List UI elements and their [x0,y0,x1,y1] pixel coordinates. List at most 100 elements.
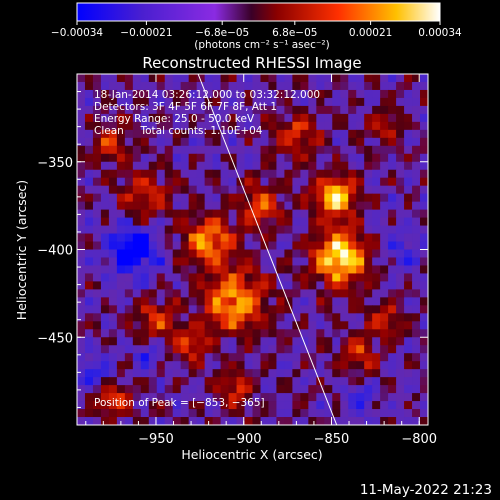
heatmap-cell [332,209,341,218]
heatmap-cell [332,97,341,107]
heatmap-cell [164,74,174,83]
heatmap-cell [388,121,397,131]
heatmap-cell [228,353,237,362]
heatmap-cell [77,273,86,282]
x-tick-label: −950 [138,432,174,447]
heatmap-cell [196,113,206,123]
heatmap-cell [300,305,309,314]
heatmap-cell [124,337,134,346]
heatmap-cell [284,225,293,234]
heatmap-cell [388,145,397,155]
heatmap-cell [260,257,269,266]
heatmap-cell [196,177,206,187]
heatmap-cell [396,297,405,306]
heatmap-cell [380,105,389,115]
heatmap-cell [260,305,269,314]
heatmap-cell [236,105,245,115]
y-axis-label: Heliocentric Y (arcsec) [14,180,29,320]
heatmap-cell [388,217,397,226]
heatmap-cell [132,145,142,155]
heatmap-cell [356,409,365,418]
heatmap-cell [332,161,341,171]
heatmap-cell [132,305,142,314]
heatmap-cell [204,393,214,402]
heatmap-cell [348,401,357,410]
heatmap-cell [340,81,349,91]
heatmap-cell [156,257,166,266]
heatmap-cell [164,225,174,234]
heatmap-cell [316,169,325,179]
heatmap-cell [396,289,405,298]
heatmap-cell [196,161,206,171]
heatmap-cell [252,193,261,203]
heatmap-cell [268,97,277,107]
heatmap-cell [396,113,405,123]
heatmap-cell [300,169,309,179]
heatmap-cell [300,113,309,123]
heatmap-cell [252,361,261,370]
heatmap-cell [212,313,221,322]
heatmap-cell [380,153,389,163]
heatmap-cell [388,377,397,386]
heatmap-cell [332,193,341,203]
heatmap-cell [284,281,293,290]
heatmap-cell [77,89,86,99]
heatmap-cell [132,369,142,378]
heatmap-cell [276,89,285,99]
heatmap-cell [124,241,134,250]
heatmap-cell [84,273,94,282]
heatmap-cell [364,201,373,211]
heatmap-cell [164,401,174,410]
heatmap-cell [308,257,317,266]
heatmap-cell [420,161,428,171]
heatmap-cell [116,257,126,266]
heatmap-cell [308,193,317,203]
heatmap-cell [300,233,309,242]
heatmap-cell [268,281,277,290]
heatmap-cell [84,417,94,425]
heatmap-cell [268,321,277,330]
heatmap-cell [132,273,142,282]
colorbar-ticks: −0.00034 −0.00021 −6.8e−05 6.8e−05 0.00021 0.… [51,21,462,39]
heatmap-cell [148,193,158,203]
heatmap-cell [188,169,198,179]
heatmap-cell [348,193,357,203]
heatmap-cell [244,81,253,91]
heatmap-cell [300,97,309,107]
heatmap-cell [196,129,206,139]
heatmap-cell [228,74,237,83]
heatmap-cell [164,345,174,354]
heatmap-cell [204,361,214,370]
heatmap-cell [148,385,158,394]
heatmap-cell [84,369,94,378]
heatmap-cell [196,313,206,322]
heatmap-cell [380,129,389,139]
heatmap-cell [188,209,198,218]
heatmap-cell [268,129,277,139]
heatmap-cell [404,369,413,378]
heatmap-cell [300,177,309,187]
y-tick-label: −400 [37,244,73,259]
heatmap-cell [156,153,166,163]
heatmap-cell [132,233,142,242]
heatmap-cell [292,177,301,187]
heatmap-cell [348,225,357,234]
heatmap-cell [204,409,214,418]
heatmap-cell [100,393,110,402]
heatmap-cell [148,233,158,242]
heatmap-cell [404,377,413,386]
heatmap-cell [156,185,166,195]
heatmap-cell [308,377,317,386]
heatmap-cell [420,321,428,330]
heatmap-cell [164,113,174,123]
heatmap-cell [396,89,405,99]
heatmap-cell [92,353,102,362]
heatmap-cell [316,281,325,290]
heatmap-cell [180,321,190,330]
heatmap-cell [276,361,285,370]
heatmap-cell [236,337,245,346]
heatmap-cell [140,385,150,394]
heatmap-cell [420,417,428,425]
heatmap-cell [412,337,421,346]
heatmap-cell [220,145,229,155]
